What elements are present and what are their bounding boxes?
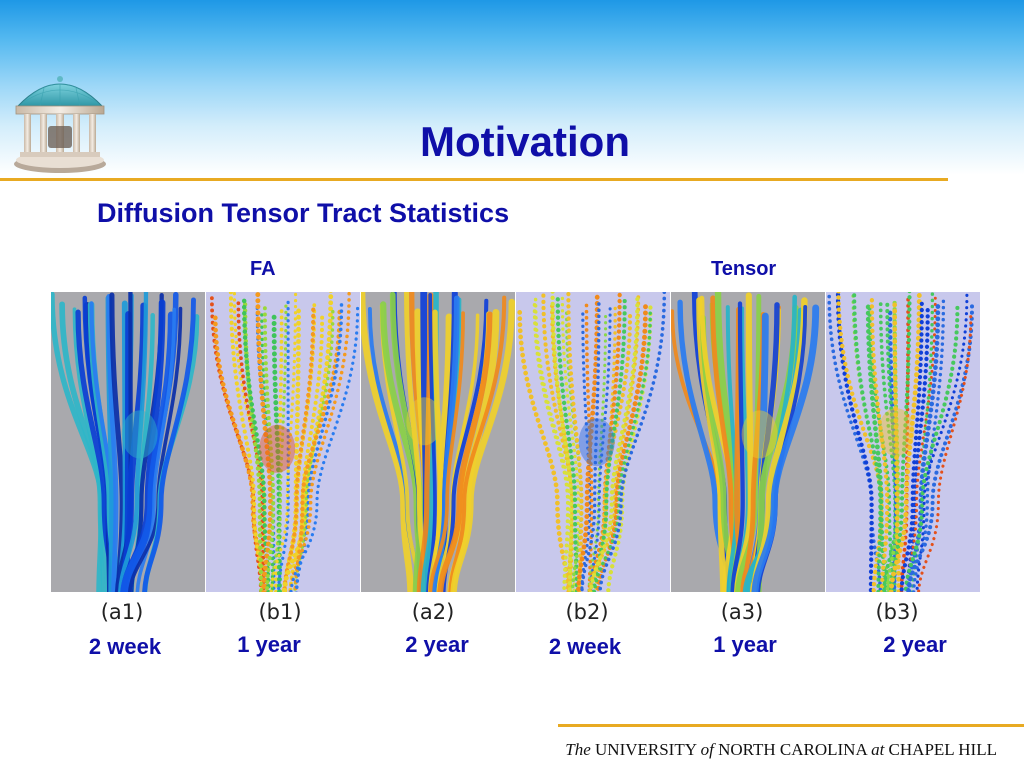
tract-panel: [206, 292, 360, 592]
footer-of: of: [700, 740, 714, 759]
footer-state: NORTH CAROLINA: [718, 740, 867, 759]
age-label: 1 year: [237, 632, 301, 657]
panel-caption: (a1): [100, 600, 144, 624]
panel-caption: (b3): [875, 600, 919, 624]
fiber-tract-rendering: [361, 292, 515, 592]
footer-divider: [558, 724, 1024, 727]
slide-title: Motivation: [420, 118, 630, 165]
fiber-tract-rendering: [827, 292, 974, 592]
column-heading-tensor: Tensor: [711, 258, 777, 280]
slide-subtitle: Diffusion Tensor Tract Statistics: [97, 198, 510, 228]
age-label: 2 week: [88, 634, 162, 659]
age-label: 2 year: [883, 632, 947, 657]
fiber-tract-rendering: [517, 292, 667, 592]
panel-caption: (a2): [411, 600, 455, 624]
title-divider: [0, 178, 948, 181]
tract-panel: [516, 292, 670, 592]
tract-panel: [671, 292, 825, 592]
panel-caption: (b1): [258, 600, 302, 624]
footer-the: The: [565, 740, 591, 759]
fiber-tract-rendering: [51, 292, 200, 592]
column-heading-fa: FA: [250, 258, 276, 280]
age-label: 2 year: [405, 632, 469, 657]
footer-campus: CHAPEL HILL: [888, 740, 997, 759]
age-label: 1 year: [713, 632, 777, 657]
footer-university: UNIVERSITY: [595, 740, 697, 759]
fiber-tract-rendering: [671, 292, 820, 592]
fiber-tract-rendering: [210, 292, 360, 592]
age-label: 2 week: [548, 634, 622, 659]
tract-panel: [361, 292, 515, 592]
header-gradient: [0, 0, 1024, 175]
tract-panel: [826, 292, 980, 592]
panel-caption: (b2): [565, 600, 609, 624]
panel-caption: (a3): [720, 600, 764, 624]
tract-panel: [51, 292, 205, 592]
tract-image-strip: [51, 292, 981, 592]
footer-at: at: [871, 740, 885, 759]
university-footer: The UNIVERSITY of NORTH CAROLINA at CHAP…: [565, 740, 997, 760]
old-well-logo-icon: [14, 76, 106, 173]
